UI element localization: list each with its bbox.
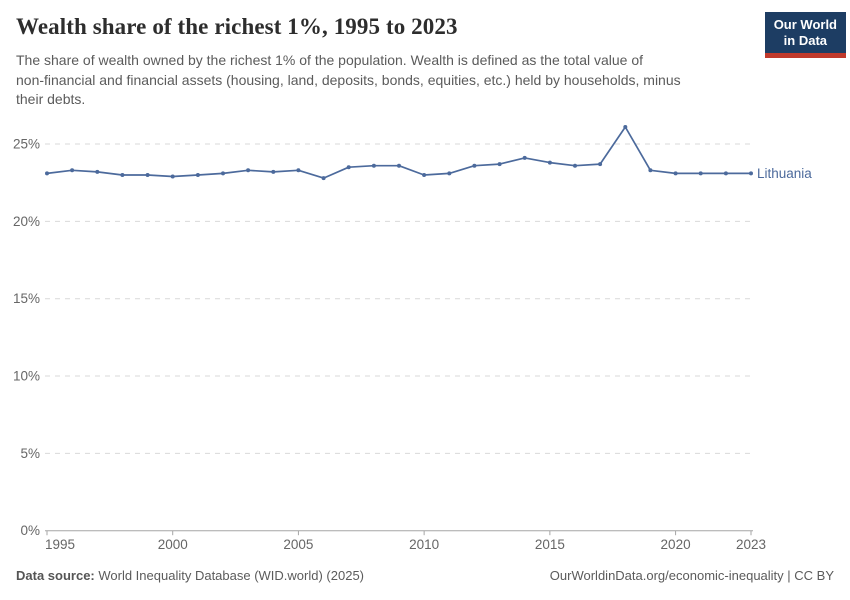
data-point bbox=[45, 171, 49, 176]
chart-subtitle: The share of wealth owned by the richest… bbox=[16, 51, 740, 110]
data-point bbox=[271, 169, 276, 174]
entity-label: Lithuania bbox=[757, 166, 812, 181]
chart-title: Wealth share of the richest 1%, 1995 to … bbox=[16, 14, 458, 39]
subtitle-line-1: The share of wealth owned by the richest… bbox=[16, 52, 644, 68]
y-tick-label: 5% bbox=[20, 446, 40, 461]
data-point bbox=[623, 125, 628, 129]
data-point bbox=[648, 168, 653, 173]
owid-logo-line1: Our World bbox=[773, 17, 837, 32]
data-point bbox=[397, 163, 401, 168]
x-tick-label: 1995 bbox=[45, 537, 75, 552]
data-source-text: World Inequality Database (WID.world) (2… bbox=[94, 568, 365, 583]
subtitle-line-2: non-financial and financial assets (hous… bbox=[16, 71, 681, 88]
data-source: Data source: World Inequality Database (… bbox=[16, 568, 364, 583]
y-tick-label: 20% bbox=[13, 214, 40, 229]
x-tick-label: 2020 bbox=[661, 537, 691, 552]
x-tick-label: 2000 bbox=[158, 537, 188, 552]
data-source-label: Data source: bbox=[16, 568, 95, 583]
data-point bbox=[447, 171, 452, 176]
data-point bbox=[573, 163, 577, 168]
attribution-link[interactable]: OurWorldinData.org/economic-inequality |… bbox=[549, 568, 834, 583]
data-point bbox=[120, 173, 125, 177]
data-point bbox=[673, 171, 678, 176]
owid-logo[interactable]: Our World in Data bbox=[764, 12, 846, 58]
data-point bbox=[221, 171, 225, 176]
data-point bbox=[195, 173, 200, 177]
data-point bbox=[346, 165, 351, 170]
y-tick-label: 0% bbox=[20, 523, 40, 538]
y-tick-label: 25% bbox=[13, 137, 40, 152]
data-point bbox=[296, 168, 301, 173]
data-point bbox=[472, 163, 477, 168]
data-point bbox=[70, 168, 75, 173]
data-point bbox=[522, 155, 527, 160]
data-point bbox=[547, 160, 552, 165]
chart-footer: Data source: World Inequality Database (… bbox=[16, 568, 834, 583]
owid-logo-line2: in Data bbox=[783, 33, 828, 48]
data-point bbox=[723, 171, 728, 176]
data-point bbox=[497, 162, 502, 167]
series-line bbox=[46, 126, 751, 179]
data-point bbox=[371, 163, 376, 168]
data-point bbox=[598, 162, 603, 167]
data-point bbox=[422, 173, 427, 177]
x-tick-label: 2015 bbox=[535, 537, 565, 552]
data-point bbox=[145, 173, 150, 177]
x-tick-label: 2010 bbox=[409, 537, 439, 552]
y-tick-label: 15% bbox=[13, 291, 40, 306]
data-point bbox=[698, 171, 703, 176]
data-point bbox=[321, 176, 326, 181]
data-point bbox=[170, 174, 175, 179]
data-point bbox=[246, 168, 251, 173]
y-tick-label: 10% bbox=[13, 369, 40, 384]
x-tick-label: 2005 bbox=[283, 537, 313, 552]
subtitle-line-3: their debts. bbox=[16, 91, 86, 107]
data-point bbox=[749, 171, 753, 176]
x-tick-label: 2023 bbox=[736, 537, 766, 552]
data-point bbox=[95, 169, 100, 174]
